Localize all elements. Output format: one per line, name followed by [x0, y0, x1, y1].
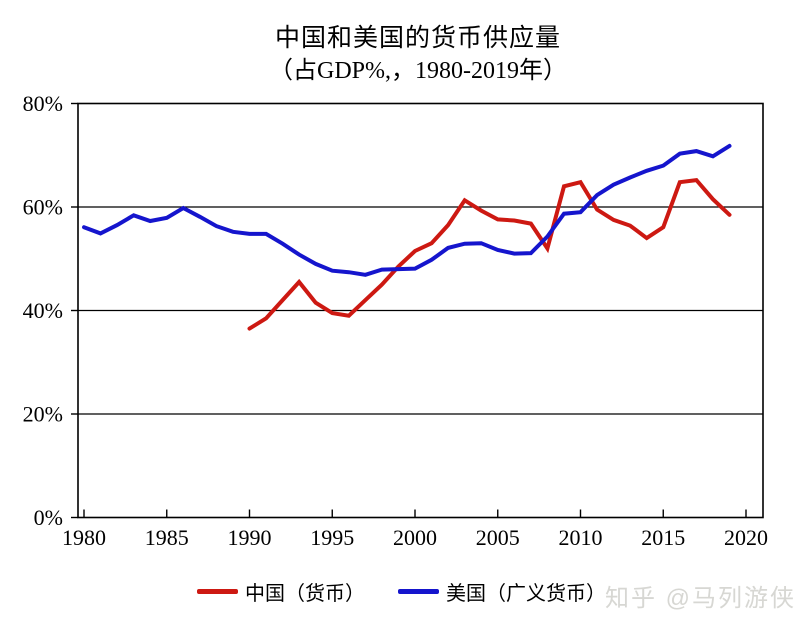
us-line-swatch — [398, 588, 439, 594]
x-tick-label: 1985 — [145, 525, 189, 550]
x-tick-label: 2010 — [559, 525, 603, 550]
y-tick-label: 0% — [34, 505, 63, 530]
legend-item-us: 美国（广义货币） — [398, 579, 606, 605]
chart-title: 中国和美国的货币供应量 — [274, 25, 561, 52]
x-tick-label: 2005 — [476, 525, 520, 550]
x-tick-label: 2020 — [724, 525, 768, 550]
legend-item-china: 中国（货币） — [197, 579, 365, 605]
x-tick-label: 1980 — [62, 525, 106, 550]
legend-label-china: 中国（货币） — [245, 582, 365, 605]
y-tick-label: 80% — [23, 91, 63, 116]
legend-label-us: 美国（广义货币） — [446, 582, 606, 605]
y-tick-label: 40% — [23, 298, 63, 323]
us-line — [82, 143, 732, 277]
china-line — [247, 177, 732, 331]
x-tick-label: 1990 — [228, 525, 272, 550]
x-tick-label: 1995 — [310, 525, 354, 550]
chart-subtitle: （占GDP%,，1980-2019年） — [269, 58, 567, 84]
y-tick-label: 20% — [23, 402, 63, 427]
watermark-text: 知乎 @马列游侠 — [605, 585, 797, 612]
watermark: 知乎 @马列游侠 — [605, 578, 796, 613]
china-line-swatch — [197, 588, 238, 594]
x-tick-label: 2000 — [393, 525, 437, 550]
y-tick-label: 60% — [23, 195, 63, 220]
x-tick-label: 2015 — [641, 525, 685, 550]
